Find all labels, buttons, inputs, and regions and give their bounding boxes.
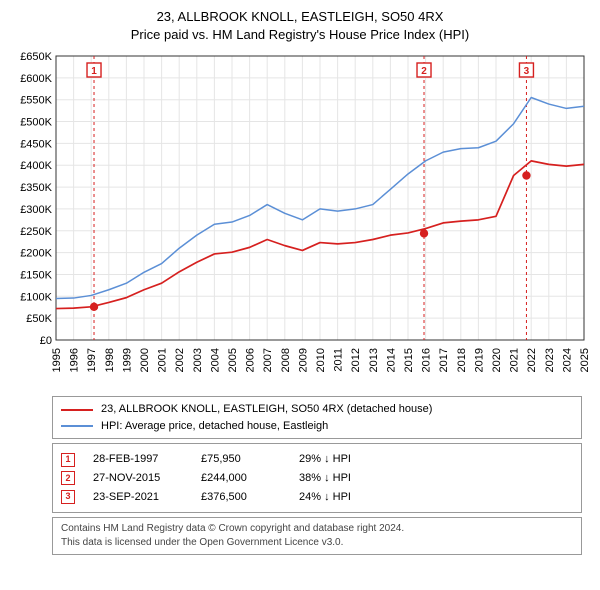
svg-text:3: 3 [524,66,530,77]
footer-line1: Contains HM Land Registry data © Crown c… [61,522,573,536]
sale-date: 23-SEP-2021 [93,488,183,507]
sale-row: 2 27-NOV-2015 £244,000 38% ↓ HPI [61,469,573,488]
svg-text:£400K: £400K [20,161,52,173]
svg-text:2012: 2012 [350,348,362,372]
chart-title-line1: 23, ALLBROOK KNOLL, EASTLEIGH, SO50 4RX [10,8,590,26]
svg-text:£650K: £650K [20,51,52,63]
sale-diff: 24% ↓ HPI [299,488,351,507]
legend-box: 23, ALLBROOK KNOLL, EASTLEIGH, SO50 4RX … [52,396,582,439]
sale-marker-icon: 1 [61,453,75,467]
sale-diff: 29% ↓ HPI [299,450,351,469]
sale-price: £376,500 [201,488,281,507]
svg-text:£550K: £550K [20,95,52,107]
svg-text:£500K: £500K [20,117,52,129]
chart-title-line2: Price paid vs. HM Land Registry's House … [10,26,590,44]
chart-plot: £0 £50K £100K £150K £200K £250K £300K £350K £400… [10,50,590,390]
sales-box: 1 28-FEB-1997 £75,950 29% ↓ HPI 2 27-NOV… [52,443,582,513]
svg-text:2017: 2017 [438,348,450,372]
svg-text:2000: 2000 [139,348,151,372]
svg-text:2015: 2015 [403,348,415,372]
sale-date: 27-NOV-2015 [93,469,183,488]
svg-text:1998: 1998 [104,348,116,372]
chart-svg: £0 £50K £100K £150K £200K £250K £300K £350K £400… [10,50,590,390]
svg-text:2001: 2001 [157,348,169,372]
sale-marker-icon: 2 [61,471,75,485]
legend-swatch-hpi [61,425,93,427]
sale-row: 1 28-FEB-1997 £75,950 29% ↓ HPI [61,450,573,469]
svg-text:£0: £0 [40,335,52,347]
svg-text:2003: 2003 [192,348,204,372]
svg-text:£600K: £600K [20,73,52,85]
svg-text:£200K: £200K [20,248,52,260]
svg-text:2023: 2023 [544,348,556,372]
footer-line2: This data is licensed under the Open Gov… [61,536,573,550]
svg-text:1995: 1995 [51,348,63,372]
svg-text:2018: 2018 [456,348,468,372]
svg-text:2021: 2021 [509,348,521,372]
svg-text:£250K: £250K [20,226,52,238]
svg-text:1996: 1996 [69,348,81,372]
svg-text:2024: 2024 [561,348,573,372]
sale-price: £244,000 [201,469,281,488]
svg-text:£450K: £450K [20,139,52,151]
svg-text:2020: 2020 [491,348,503,372]
sale-date: 28-FEB-1997 [93,450,183,469]
svg-text:2005: 2005 [227,348,239,372]
svg-text:£50K: £50K [26,314,52,326]
svg-text:2014: 2014 [385,348,397,372]
svg-text:2006: 2006 [245,348,257,372]
svg-text:1999: 1999 [121,348,133,372]
legend-label-hpi: HPI: Average price, detached house, East… [101,418,328,435]
sale-marker-icon: 3 [61,490,75,504]
legend-row-hpi: HPI: Average price, detached house, East… [61,418,573,435]
svg-text:2008: 2008 [280,348,292,372]
chart-container: 23, ALLBROOK KNOLL, EASTLEIGH, SO50 4RX … [0,0,600,559]
sale-price: £75,950 [201,450,281,469]
svg-text:1: 1 [91,66,97,77]
svg-text:1997: 1997 [86,348,98,372]
svg-text:2007: 2007 [262,348,274,372]
svg-text:2016: 2016 [421,348,433,372]
svg-text:2013: 2013 [368,348,380,372]
svg-text:2002: 2002 [174,348,186,372]
svg-text:2011: 2011 [333,348,345,372]
svg-text:£300K: £300K [20,204,52,216]
legend-swatch-property [61,409,93,411]
legend-row-property: 23, ALLBROOK KNOLL, EASTLEIGH, SO50 4RX … [61,401,573,418]
svg-text:2022: 2022 [526,348,538,372]
svg-text:2010: 2010 [315,348,327,372]
footer-box: Contains HM Land Registry data © Crown c… [52,517,582,555]
svg-text:2: 2 [421,66,427,77]
svg-text:2019: 2019 [473,348,485,372]
svg-text:£100K: £100K [20,292,52,304]
sale-row: 3 23-SEP-2021 £376,500 24% ↓ HPI [61,488,573,507]
sale-diff: 38% ↓ HPI [299,469,351,488]
svg-text:2025: 2025 [579,348,590,372]
svg-text:2009: 2009 [297,348,309,372]
svg-text:£150K: £150K [20,270,52,282]
svg-text:£350K: £350K [20,182,52,194]
legend-label-property: 23, ALLBROOK KNOLL, EASTLEIGH, SO50 4RX … [101,401,432,418]
svg-text:2004: 2004 [209,348,221,372]
